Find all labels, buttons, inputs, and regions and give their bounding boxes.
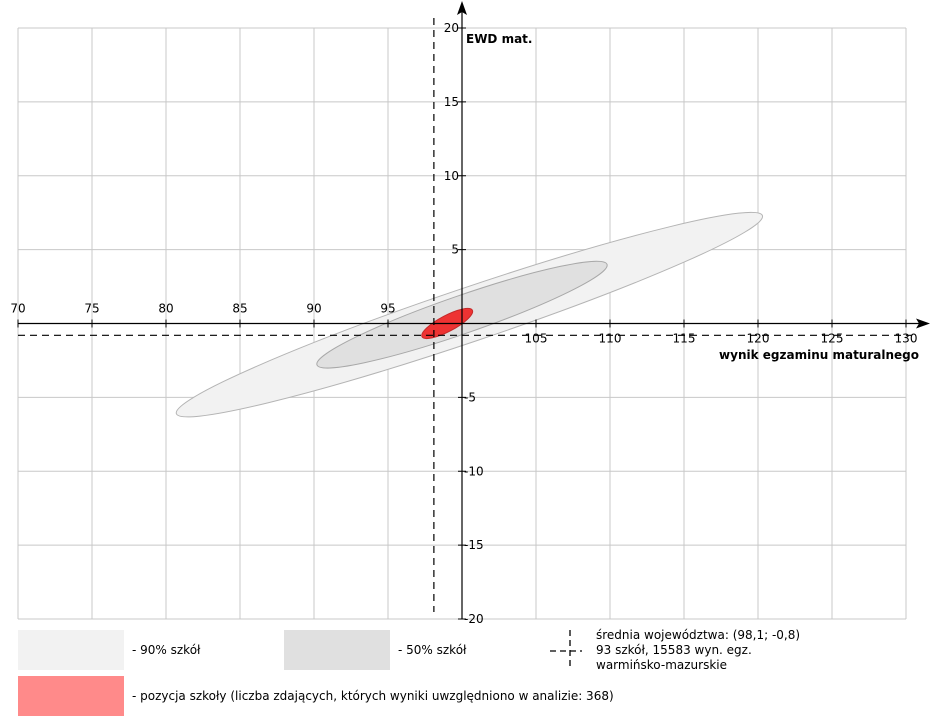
legend-swatch-90 <box>18 630 124 670</box>
legend-mean-symbol <box>550 630 582 670</box>
y-tick-label: 10 <box>444 169 459 183</box>
x-tick-label: 85 <box>232 302 247 316</box>
x-tick-label: 70 <box>10 302 25 316</box>
y-tick-label: -15 <box>464 538 484 552</box>
x-tick-label: 105 <box>525 332 548 346</box>
y-tick-label: 15 <box>444 95 459 109</box>
legend-mean-line-3: warmińsko-mazurskie <box>596 658 727 672</box>
y-axis-title: EWD mat. <box>466 32 532 46</box>
x-tick-label: 125 <box>821 332 844 346</box>
legend-swatch-50 <box>284 630 390 670</box>
y-tick-label: 20 <box>444 21 459 35</box>
x-tick-label: 110 <box>599 332 622 346</box>
x-axis-arrow <box>916 318 930 329</box>
x-tick-label: 95 <box>380 302 395 316</box>
x-tick-label: 120 <box>747 332 770 346</box>
legend-label-90: - 90% szkół <box>132 643 201 657</box>
x-axis-title: wynik egzaminu maturalnego <box>719 348 919 362</box>
legend-label-50: - 50% szkół <box>398 643 467 657</box>
x-tick-label: 80 <box>158 302 173 316</box>
y-tick-label: -5 <box>464 390 476 404</box>
y-axis-arrow <box>457 1 467 15</box>
x-tick-label: 130 <box>895 332 918 346</box>
y-tick-label: -10 <box>464 464 484 478</box>
y-tick-label: -20 <box>464 612 484 626</box>
legend-mean-line-1: średnia województwa: (98,1; -0,8) <box>596 628 801 642</box>
legend-label-school: - pozycja szkoły (liczba zdających, któr… <box>132 689 614 703</box>
legend-swatch-school <box>18 676 124 716</box>
axes <box>18 1 930 619</box>
x-tick-label: 115 <box>673 332 696 346</box>
x-tick-label: 75 <box>84 302 99 316</box>
legend-mean-line-2: 93 szkół, 15583 wyn. egz. <box>596 643 752 657</box>
x-tick-label: 90 <box>306 302 321 316</box>
y-tick-label: 5 <box>451 243 459 257</box>
